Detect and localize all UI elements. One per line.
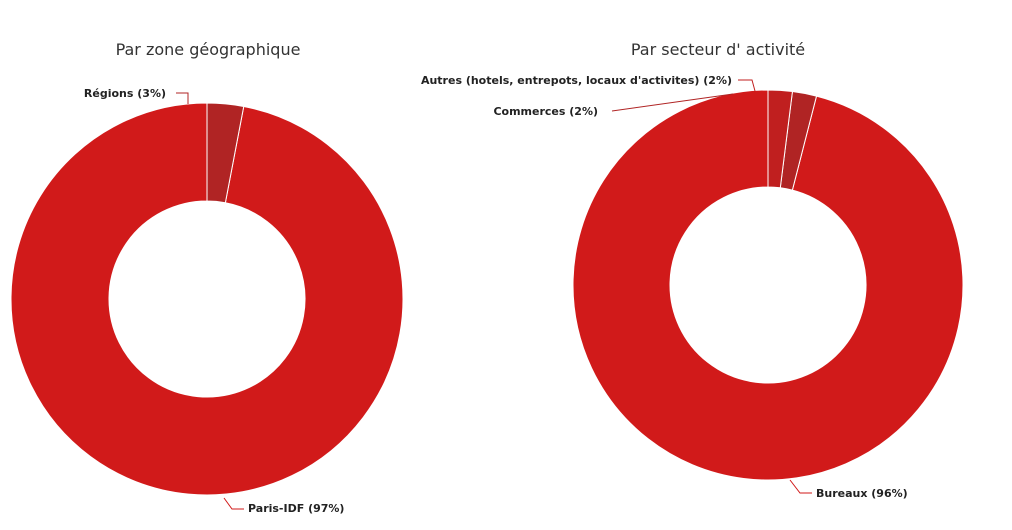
data-label-autres: Autres (hotels, entrepots, locaux d'acti… — [421, 74, 732, 87]
connector-bureaux — [789, 479, 812, 494]
chart-title-activity-sector: Par secteur d' activité — [631, 40, 805, 59]
connector-commerces — [611, 93, 734, 112]
geographic-zone-donut-chart: Par zone géographique Paris-IDF (97%) Rég… — [10, 40, 404, 515]
data-label-r-gions: Régions (3%) — [84, 87, 166, 100]
slice-autres[interactable] — [767, 89, 793, 189]
activity-sector-slices — [572, 89, 964, 481]
geographic-zone-labels: Paris-IDF (97%) Régions (3%) — [84, 87, 345, 515]
connector-autres — [738, 79, 756, 92]
geographic-zone-slices — [10, 102, 404, 496]
data-label-bureaux: Bureaux (96%) — [816, 487, 908, 500]
connector-paris-idf — [223, 497, 244, 510]
slice-paris-idf[interactable] — [10, 102, 404, 496]
slice-r-gions[interactable] — [206, 102, 245, 204]
activity-sector-donut-chart: Par secteur d' activité Bureaux (96%) Com… — [421, 40, 964, 500]
data-label-paris-idf: Paris-IDF (97%) — [248, 502, 344, 515]
slice-bureaux[interactable] — [572, 89, 964, 481]
data-label-commerces: Commerces (2%) — [493, 105, 598, 118]
activity-sector-labels: Bureaux (96%) Commerces (2%) Autres (hotel… — [421, 74, 908, 500]
connector-r-gions — [176, 92, 189, 104]
chart-title-geographic-zone: Par zone géographique — [116, 40, 301, 59]
